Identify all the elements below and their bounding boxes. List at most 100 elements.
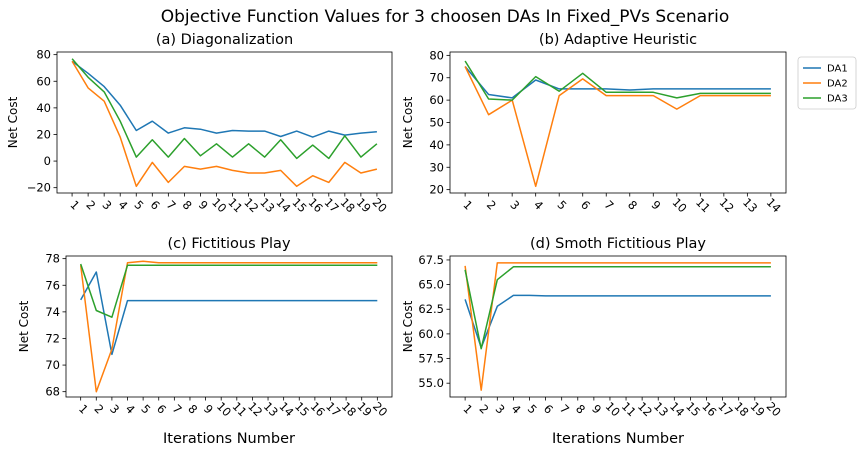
x-axis-label: Iterations Number — [163, 431, 295, 447]
x-tick-label: 5 — [138, 402, 153, 417]
plot-area — [65, 255, 393, 398]
y-axis-label: Net Cost — [17, 300, 31, 352]
x-tick-label: 2 — [83, 198, 98, 213]
y-tick-label: 0 — [44, 154, 51, 168]
x-tick-label: 6 — [154, 402, 169, 417]
legend-box — [797, 56, 857, 110]
y-tick-label: 20 — [429, 183, 444, 197]
series-line-da3 — [464, 60, 771, 101]
x-tick-label: 5 — [554, 198, 569, 213]
figure-title: Objective Function Values for 3 choosen … — [161, 7, 730, 27]
y-tick-label: 80 — [429, 48, 444, 62]
series-line-da1 — [80, 271, 378, 356]
y-tick-label: 65.0 — [418, 278, 444, 292]
series-line-da2 — [79, 260, 378, 393]
x-tick-label: 11 — [693, 195, 713, 215]
x-tick-label: 20 — [764, 399, 784, 419]
x-tick-label: 12 — [717, 195, 737, 215]
x-tick-label: 5 — [132, 198, 147, 213]
y-tick-label: 76 — [45, 278, 60, 292]
x-tick-label: 20 — [370, 195, 390, 215]
x-tick-label: 4 — [531, 198, 546, 213]
legend: DA1 DA2 DA3 — [797, 56, 857, 110]
x-tick-label: 14 — [764, 195, 784, 215]
y-axis-label: Net Cost — [401, 96, 415, 148]
x-tick-label: 7 — [170, 402, 185, 417]
legend-entry-da2: DA2 — [827, 79, 848, 90]
y-tick-label: 57.5 — [418, 352, 444, 366]
x-tick-label: 10 — [670, 195, 690, 215]
series-line-da3 — [71, 58, 378, 160]
x-tick-label: 6 — [541, 402, 556, 417]
series-line-da3 — [464, 266, 771, 350]
x-tick-label: 1 — [460, 198, 475, 213]
x-tick-label: 1 — [67, 198, 82, 213]
series-line-da2 — [464, 262, 771, 391]
y-tick-label: 78 — [45, 252, 60, 266]
x-tick-label: 8 — [573, 402, 588, 417]
subplot-a: (a) Diagonalization −20 0 20 40 60 80 1 2 3 4 5 6 7 8 9… — [6, 32, 393, 215]
x-tick-label: 3 — [493, 402, 508, 417]
x-tick-label: 6 — [578, 198, 593, 213]
y-tick-label: 50 — [429, 116, 444, 130]
y-tick-label: 60 — [36, 74, 51, 88]
x-tick-label: 9 — [201, 402, 216, 417]
y-tick-label: 55.0 — [418, 376, 444, 390]
x-tick-label: 9 — [649, 198, 664, 213]
subplot-b-title: (b) Adaptive Heuristic — [539, 32, 697, 48]
series-line-da1 — [464, 66, 771, 99]
y-tick-label: 67.5 — [418, 253, 444, 267]
series-line-da2 — [464, 66, 771, 188]
legend-entry-da1: DA1 — [827, 64, 848, 75]
subplot-a-title: (a) Diagonalization — [156, 32, 293, 48]
y-tick-label: 70 — [429, 71, 444, 85]
y-tick-label: 70 — [45, 358, 60, 372]
x-tick-label: 7 — [164, 198, 179, 213]
x-tick-label: 1 — [460, 402, 475, 417]
x-tick-label: 9 — [589, 402, 604, 417]
y-tick-label: 20 — [36, 127, 51, 141]
x-tick-label: 13 — [740, 195, 760, 215]
x-tick-label: 8 — [180, 198, 195, 213]
plot-area — [56, 51, 393, 194]
y-tick-label: 72 — [45, 331, 60, 345]
plot-area — [449, 255, 787, 398]
x-tick-label: 7 — [602, 198, 617, 213]
series-line-da1 — [71, 60, 377, 138]
x-tick-label: 6 — [148, 198, 163, 213]
x-tick-label: 7 — [557, 402, 572, 417]
y-tick-label: 80 — [36, 48, 51, 62]
x-tick-label: 9 — [196, 198, 211, 213]
x-tick-label: 8 — [185, 402, 200, 417]
y-axis-label: Net Cost — [401, 300, 415, 352]
subplot-d-title: (d) Smoth Fictitious Play — [530, 236, 706, 252]
legend-entry-da3: DA3 — [827, 94, 848, 105]
x-tick-label: 5 — [525, 402, 540, 417]
x-tick-label: 2 — [477, 402, 492, 417]
x-tick-label: 3 — [99, 198, 114, 213]
y-tick-label: 68 — [45, 385, 60, 399]
y-tick-label: 60 — [429, 93, 444, 107]
y-tick-label: 74 — [45, 305, 60, 319]
y-tick-label: 30 — [429, 160, 444, 174]
series-line-da1 — [464, 294, 771, 349]
series-line-da2 — [71, 60, 378, 188]
x-tick-label: 20 — [370, 399, 390, 419]
x-tick-label: 3 — [507, 198, 522, 213]
subplot-c-title: (c) Fictitious Play — [167, 236, 290, 252]
y-axis-label: Net Cost — [6, 96, 20, 148]
x-tick-label: 8 — [625, 198, 640, 213]
x-tick-label: 4 — [123, 402, 138, 417]
x-tick-label: 4 — [115, 198, 130, 213]
x-tick-label: 2 — [484, 198, 499, 213]
x-axis-label: Iterations Number — [552, 431, 684, 447]
x-tick-label: 3 — [107, 402, 122, 417]
y-tick-label: 40 — [36, 101, 51, 115]
x-tick-label: 1 — [76, 402, 91, 417]
plot-area — [449, 51, 787, 194]
y-tick-label: 40 — [429, 138, 444, 152]
x-tick-label: 4 — [509, 402, 524, 417]
